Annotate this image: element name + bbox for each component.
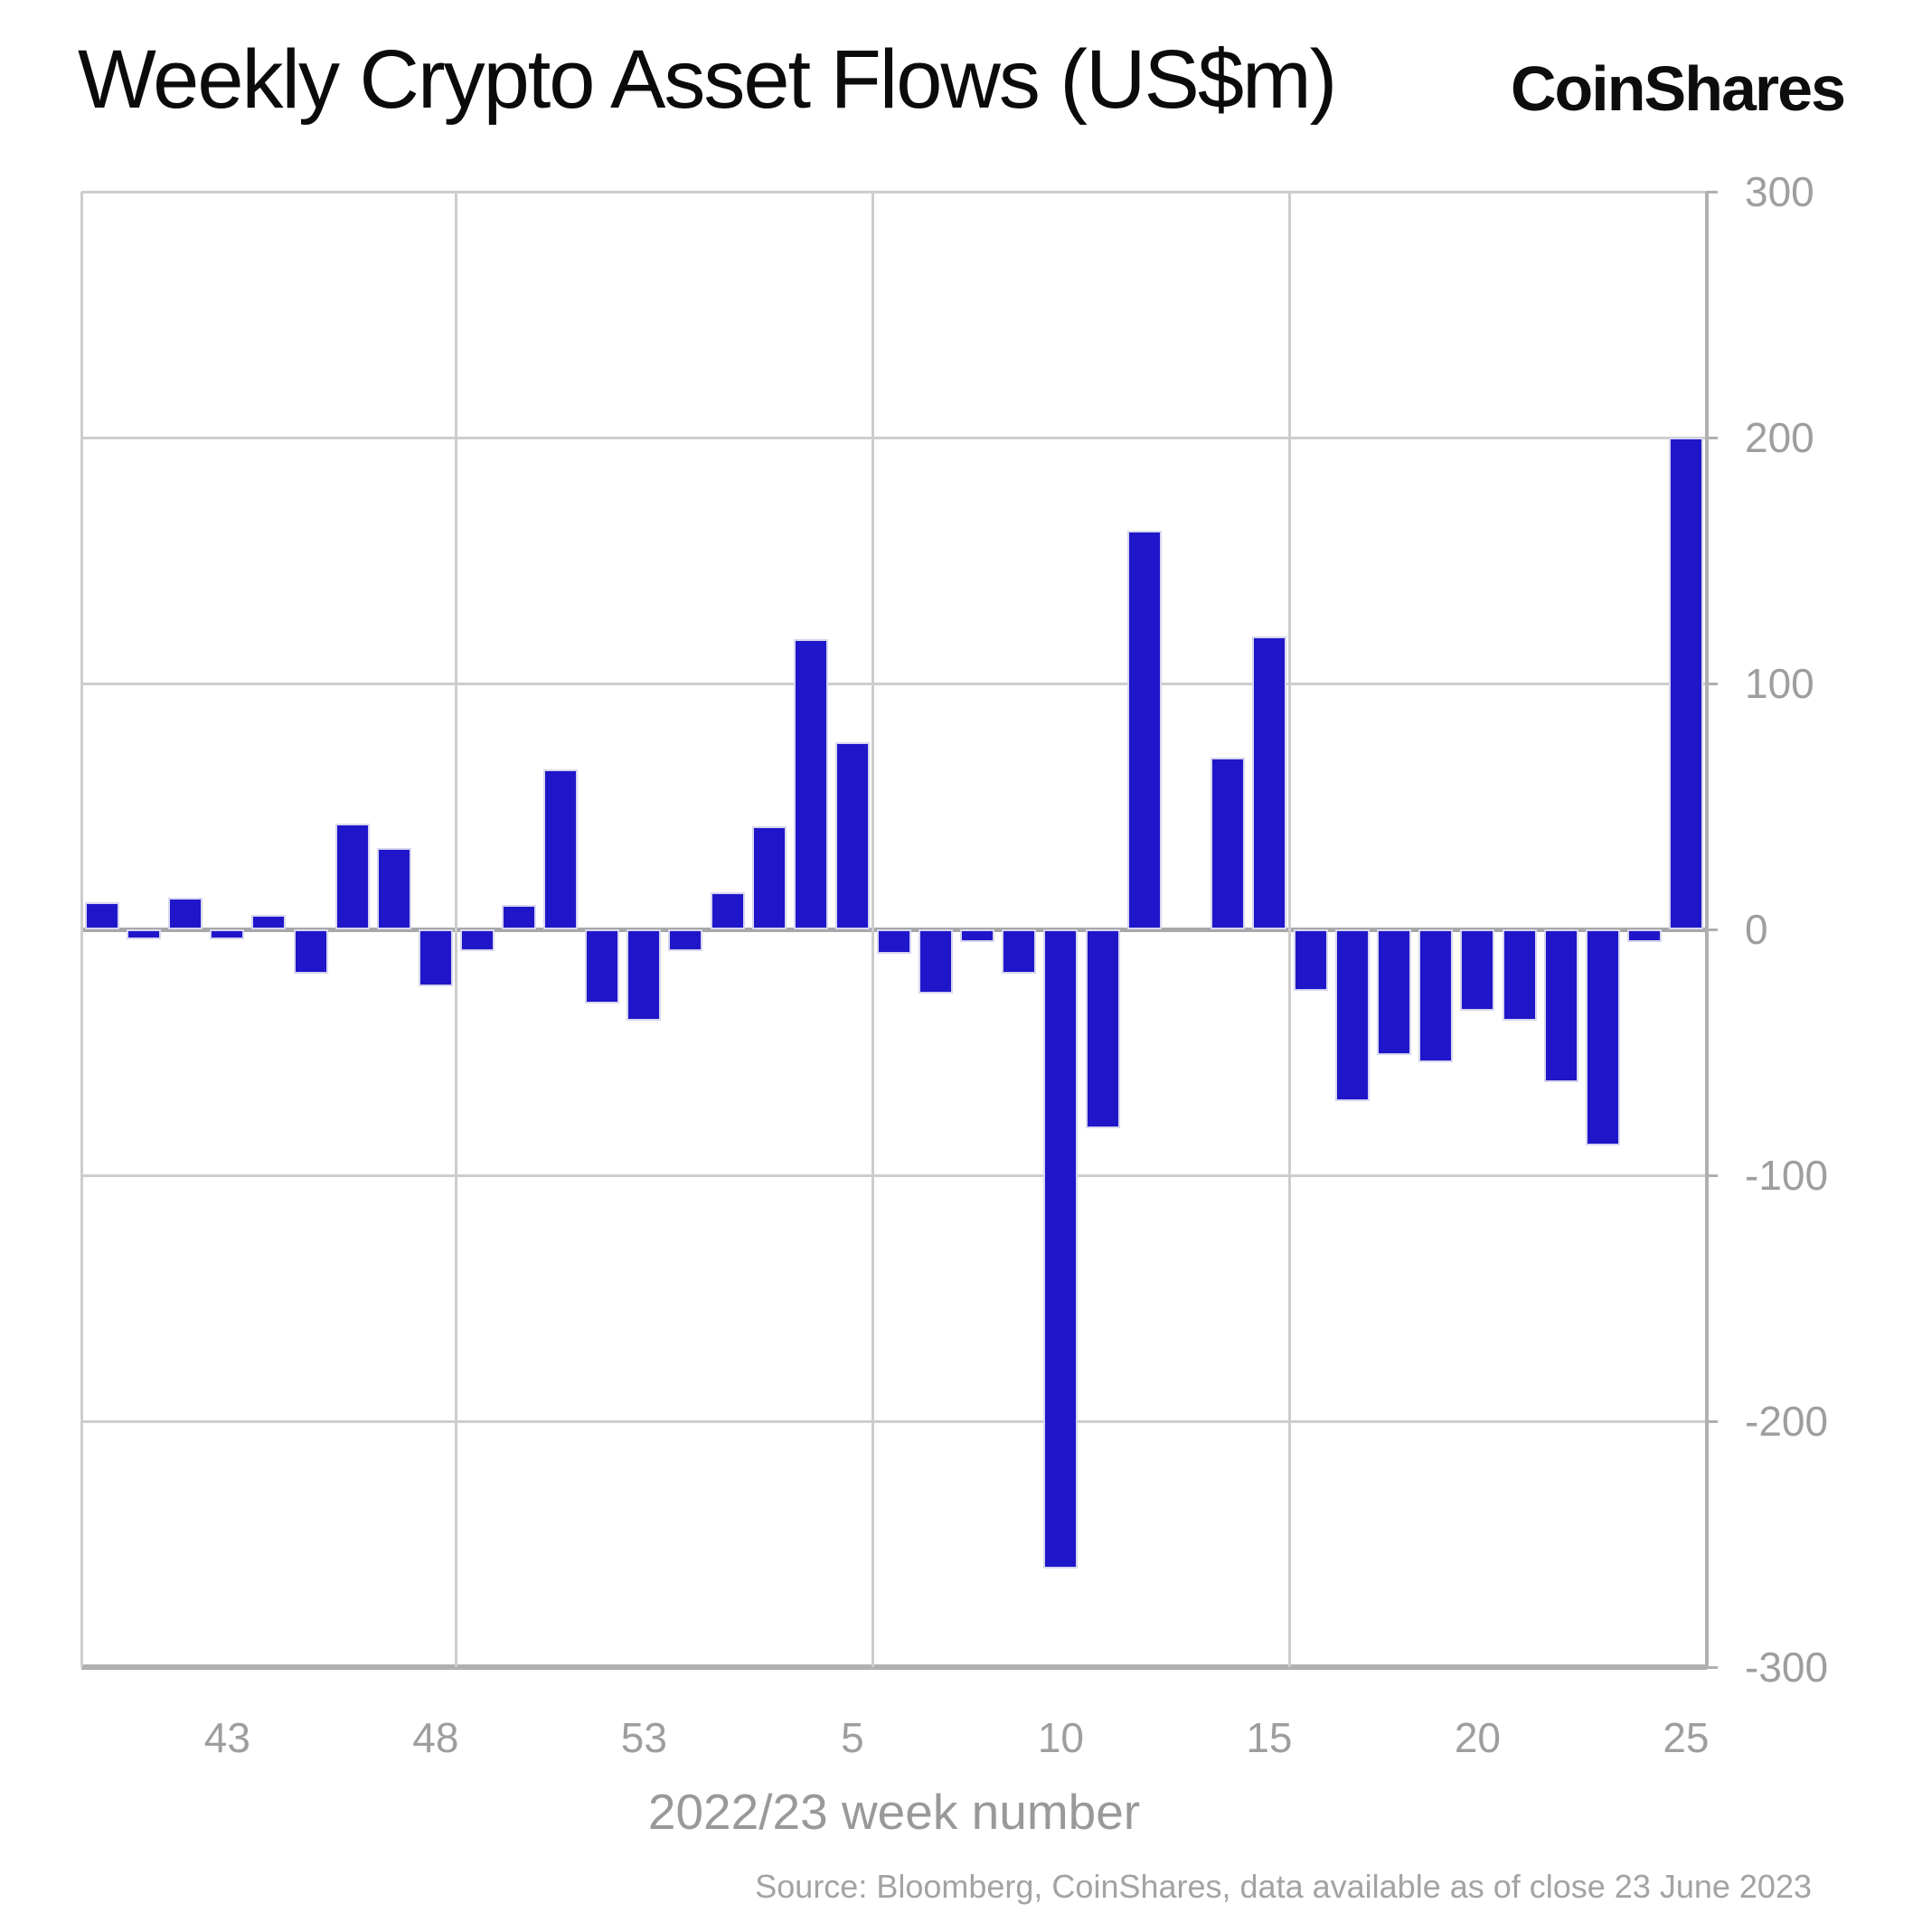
source-note: Source: Bloomberg, CoinShares, data avai… <box>755 1868 1812 1905</box>
bar-week-5 <box>834 742 870 929</box>
right-axis-tick <box>1707 1173 1718 1177</box>
gridline-h <box>81 1173 1707 1177</box>
x-tick-label: 43 <box>203 1714 250 1761</box>
bar-week-9 <box>1002 929 1037 974</box>
x-tick-label: 48 <box>412 1714 459 1761</box>
bar-week-41 <box>127 929 162 939</box>
x-tick-label: 10 <box>1037 1714 1084 1761</box>
gridline-v <box>871 192 875 1667</box>
x-axis-title: 2022/23 week number <box>647 1784 1141 1840</box>
bar-week-53 <box>627 929 662 1021</box>
bar-week-19 <box>1418 929 1454 1062</box>
x-tick-label: 53 <box>620 1714 667 1761</box>
right-border <box>1705 192 1709 1667</box>
y-tick-label: 100 <box>1745 660 1814 707</box>
bar-week-43 <box>210 929 245 939</box>
bar-week-10 <box>1043 929 1079 1569</box>
bar-week-17 <box>1335 929 1371 1102</box>
bar-week-47 <box>376 848 411 929</box>
bar-week-1 <box>668 929 703 952</box>
bar-week-8 <box>960 929 995 942</box>
gridline-h <box>81 436 1707 439</box>
bar-week-25 <box>1668 438 1703 929</box>
bar-week-15 <box>1251 636 1286 929</box>
bar-week-50 <box>502 904 537 929</box>
gridline-v <box>455 192 458 1667</box>
gridline-v <box>1288 192 1292 1667</box>
right-axis-tick <box>1707 928 1718 931</box>
bar-week-2 <box>710 892 745 929</box>
right-axis-tick <box>1707 1665 1718 1669</box>
bar-week-18 <box>1377 929 1412 1055</box>
right-axis-tick <box>1707 436 1718 439</box>
bar-week-14 <box>1210 757 1245 929</box>
right-axis-tick <box>1707 682 1718 685</box>
bar-week-4 <box>793 639 828 929</box>
bar-week-42 <box>168 897 203 929</box>
y-tick-label: 0 <box>1745 906 1768 953</box>
bar-week-16 <box>1294 929 1329 991</box>
y-tick-label: -300 <box>1745 1644 1829 1691</box>
bar-week-12 <box>1126 531 1162 929</box>
bar-week-45 <box>293 929 328 974</box>
gridline-h <box>81 682 1707 685</box>
x-tick-label: 25 <box>1663 1714 1710 1761</box>
y-tick-label: 300 <box>1745 168 1814 215</box>
bar-week-52 <box>585 929 620 1004</box>
bar-week-11 <box>1085 929 1120 1129</box>
y-tick-label: 200 <box>1745 414 1814 461</box>
bar-week-23 <box>1585 929 1620 1146</box>
y-tick-label: -100 <box>1745 1152 1829 1199</box>
gridline-h <box>81 1664 1707 1670</box>
bar-week-22 <box>1543 929 1578 1082</box>
right-axis-tick <box>1707 190 1718 193</box>
x-tick-label: 20 <box>1454 1714 1502 1761</box>
left-border <box>80 192 83 1667</box>
y-tick-label: -200 <box>1745 1398 1829 1445</box>
bar-week-46 <box>334 824 370 929</box>
bar-week-44 <box>251 914 287 929</box>
bar-week-3 <box>751 825 787 929</box>
chart-title: Weekly Crypto Asset Flows (US$m) <box>78 33 1337 126</box>
x-tick-label: 15 <box>1246 1714 1293 1761</box>
bar-week-49 <box>459 929 495 952</box>
gridline-h <box>81 1419 1707 1423</box>
bar-week-20 <box>1460 929 1495 1011</box>
bar-week-51 <box>543 769 579 929</box>
x-tick-label: 5 <box>841 1714 864 1761</box>
bar-week-40 <box>85 902 120 929</box>
bar-week-48 <box>418 929 453 986</box>
gridline-h <box>81 190 1707 193</box>
bar-week-7 <box>919 929 954 994</box>
bar-week-24 <box>1626 929 1662 942</box>
coinshares-logo: CoinShares <box>1511 53 1846 124</box>
right-axis-tick <box>1707 1419 1718 1423</box>
bar-week-6 <box>877 929 911 955</box>
bar-week-21 <box>1502 929 1537 1021</box>
